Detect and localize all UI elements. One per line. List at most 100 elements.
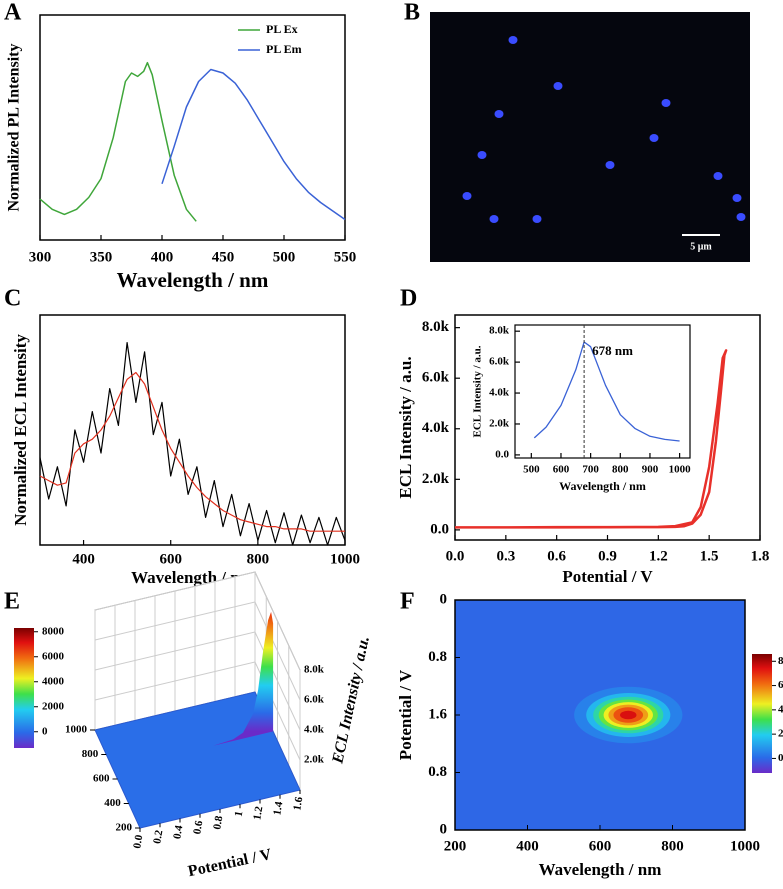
particle: [605, 161, 615, 169]
legend-label: PL Ex: [266, 22, 298, 36]
data-line: [533, 341, 680, 442]
y-tick-label: 0: [440, 591, 448, 607]
x-tick-label: 600: [553, 464, 570, 476]
y-axis-label: Potential / V: [396, 669, 415, 760]
wavelength-tick-label: 1000: [65, 724, 88, 736]
y-tick-label: 2.0k: [422, 471, 450, 487]
y-tick-label: 8.0k: [489, 325, 510, 337]
x-tick-label: 1.4: [271, 800, 285, 816]
x-tick-label: 0.3: [496, 548, 515, 564]
y-tick-label: 4.0k: [489, 387, 510, 399]
panel-label: D: [400, 286, 417, 312]
particle: [736, 213, 746, 221]
data-line: [39, 61, 197, 222]
y-tick-label: 0.8: [428, 764, 447, 780]
colorbar-tick-label: 6000: [778, 679, 783, 691]
x-tick-label: 1000: [330, 551, 360, 567]
colorbar-tick-label: 6000: [42, 650, 65, 662]
colorbar-tick-label: 4000: [778, 703, 783, 715]
x-axis-label: Wavelength / nm: [117, 268, 269, 292]
y-tick-label: 0: [440, 821, 448, 837]
particle: [532, 215, 542, 223]
data-line: [161, 68, 346, 221]
x-tick-label: 350: [90, 249, 113, 265]
x-tick-label: 0.0: [446, 548, 465, 564]
x-tick-label: 1.2: [649, 548, 668, 564]
particle: [462, 192, 472, 200]
panel-label: B: [404, 0, 420, 26]
x-tick-label: 0.2: [151, 829, 165, 845]
colorbar-tick-label: 0: [778, 752, 783, 764]
scale-bar-label: 5 μm: [690, 241, 712, 252]
x-tick-label: 500: [523, 464, 540, 476]
x-tick-label: 800: [612, 464, 629, 476]
x-tick-label: 700: [582, 464, 599, 476]
colorbar: [752, 654, 772, 773]
z-tick-label: 6.0k: [304, 694, 325, 706]
y-axis-label: Normalized PL Intensity: [6, 44, 23, 212]
x-tick-label: 1000: [669, 464, 692, 476]
x-tick-label: 0.6: [191, 819, 205, 835]
x-tick-label: 600: [589, 838, 612, 854]
z-tick-label: 4.0k: [304, 724, 325, 736]
x-axis-label: Wavelength / nm: [539, 860, 662, 879]
colorbar-tick-label: 4000: [42, 675, 65, 687]
x-tick-label: 450: [212, 249, 235, 265]
y-tick-label: 8.0k: [422, 319, 450, 335]
y-tick-label: 0.0: [430, 521, 449, 537]
plot-frame: [39, 314, 346, 546]
panel-label: F: [400, 589, 415, 615]
x-tick-label: 600: [159, 551, 182, 567]
z-grid: [94, 631, 256, 671]
y-axis-label: ECL Intensity / a.u.: [472, 345, 484, 437]
data-line: [39, 371, 345, 532]
colorbar-tick-label: 8000: [778, 655, 783, 667]
z-grid: [94, 661, 256, 701]
x-tick-label: 400: [516, 838, 539, 854]
wavelength-tick-label: 600: [93, 773, 110, 785]
x-tick-label: 300: [29, 249, 52, 265]
y-axis-label: ECL Intensity / a.u.: [396, 356, 415, 498]
colorbar-tick-label: 2000: [42, 700, 65, 712]
colorbar-tick-label: 0: [42, 725, 48, 737]
z-grid: [254, 571, 301, 671]
colorbar-tick-label: 8000: [42, 625, 65, 637]
x-tick-label: 1.5: [700, 548, 719, 564]
y-tick-label: 4.0k: [422, 420, 450, 436]
y-axis-label: Normalized ECL Intensity: [11, 334, 30, 526]
x-tick-label: 1.2: [251, 805, 265, 821]
x-axis-label: Wavelength / nm: [559, 479, 646, 493]
particle: [713, 172, 723, 180]
wavelength-tick-label: 400: [104, 797, 121, 809]
wavelength-tick-label: 800: [82, 748, 99, 760]
particle: [489, 215, 499, 223]
y-tick-label: 0.0: [495, 448, 509, 460]
data-line: [455, 349, 728, 529]
particle: [661, 99, 671, 107]
contour-level: [620, 710, 637, 720]
x-tick-label: 400: [72, 551, 95, 567]
x-tick-label: 400: [151, 249, 174, 265]
panel-label: C: [4, 286, 21, 312]
panel-label: E: [4, 589, 20, 615]
y-tick-label: 1.6: [428, 706, 447, 722]
legend-label: PL Em: [266, 42, 302, 56]
y-tick-label: 0.8: [428, 649, 447, 665]
particle: [494, 110, 504, 118]
particle: [508, 36, 518, 44]
z-axis-label: ECL Intensity / a.u.: [329, 635, 373, 766]
x-tick-label: 200: [444, 838, 467, 854]
particle: [732, 194, 742, 202]
x-tick-label: 1.8: [751, 548, 770, 564]
micrograph-background: [430, 12, 750, 262]
x-axis-label: Potential / V: [562, 567, 653, 586]
z-grid: [254, 601, 301, 701]
particle: [553, 82, 563, 90]
micrograph: [430, 12, 750, 262]
x-tick-label: 550: [334, 249, 357, 265]
x-tick-label: 500: [273, 249, 296, 265]
plot-frame: [39, 14, 346, 241]
